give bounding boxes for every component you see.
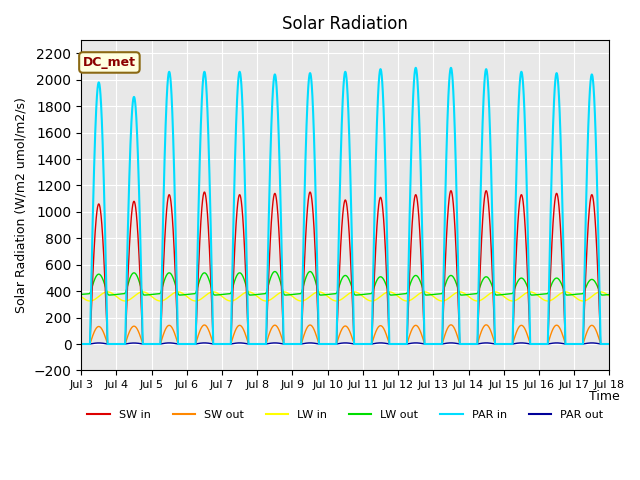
PAR in xyxy=(325,341,333,347)
Line: PAR in: PAR in xyxy=(81,68,609,344)
PAR out xyxy=(325,341,333,347)
LW out xyxy=(435,291,442,297)
LW in xyxy=(605,293,613,299)
LW out xyxy=(605,292,612,298)
PAR in xyxy=(605,341,612,347)
LW out xyxy=(77,291,85,297)
PAR out xyxy=(172,341,180,347)
LW in xyxy=(77,294,85,300)
SW out xyxy=(172,335,180,340)
SW in xyxy=(435,341,442,347)
LW out xyxy=(598,292,606,298)
LW in xyxy=(172,289,180,295)
SW out xyxy=(493,341,501,347)
SW in xyxy=(77,341,85,347)
Legend: SW in, SW out, LW in, LW out, PAR in, PAR out: SW in, SW out, LW in, LW out, PAR in, PA… xyxy=(83,406,607,424)
PAR in xyxy=(172,248,180,254)
PAR in xyxy=(493,341,501,347)
Line: LW in: LW in xyxy=(81,292,609,301)
PAR out xyxy=(463,341,471,347)
SW in xyxy=(172,290,180,296)
SW in xyxy=(463,341,471,347)
LW out xyxy=(271,269,278,275)
SW in xyxy=(447,188,455,193)
PAR in xyxy=(77,341,85,347)
Title: Solar Radiation: Solar Radiation xyxy=(282,15,408,33)
SW in xyxy=(605,341,612,347)
SW out xyxy=(77,341,85,347)
SW out xyxy=(447,322,455,328)
PAR out xyxy=(412,340,420,346)
PAR in xyxy=(412,65,420,71)
PAR out xyxy=(493,341,501,347)
Y-axis label: Solar Radiation (W/m2 umol/m2/s): Solar Radiation (W/m2 umol/m2/s) xyxy=(15,97,28,313)
LW in xyxy=(435,297,442,303)
PAR in xyxy=(605,341,613,347)
LW in xyxy=(326,295,333,300)
LW out xyxy=(605,292,613,298)
LW in xyxy=(561,289,569,295)
LW in xyxy=(463,293,471,299)
Text: DC_met: DC_met xyxy=(83,56,136,69)
Line: LW out: LW out xyxy=(81,272,609,295)
LW out xyxy=(493,292,501,298)
LW in xyxy=(493,289,501,295)
LW in xyxy=(605,293,612,299)
SW in xyxy=(605,341,613,347)
SW out xyxy=(605,341,612,347)
SW in xyxy=(493,341,501,347)
SW out xyxy=(325,341,333,347)
SW in xyxy=(325,341,333,347)
PAR out xyxy=(435,341,442,347)
PAR out xyxy=(605,341,612,347)
X-axis label: Time: Time xyxy=(589,390,620,403)
LW out xyxy=(326,291,333,297)
PAR out xyxy=(77,341,85,347)
LW out xyxy=(463,292,471,298)
LW out xyxy=(172,284,180,290)
Line: SW in: SW in xyxy=(81,191,609,344)
SW out xyxy=(435,341,442,347)
Line: SW out: SW out xyxy=(81,325,609,344)
LW in xyxy=(86,298,94,304)
PAR out xyxy=(605,341,613,347)
SW out xyxy=(463,341,471,347)
PAR in xyxy=(463,341,471,347)
SW out xyxy=(605,341,613,347)
Line: PAR out: PAR out xyxy=(81,343,609,344)
PAR in xyxy=(435,341,442,347)
